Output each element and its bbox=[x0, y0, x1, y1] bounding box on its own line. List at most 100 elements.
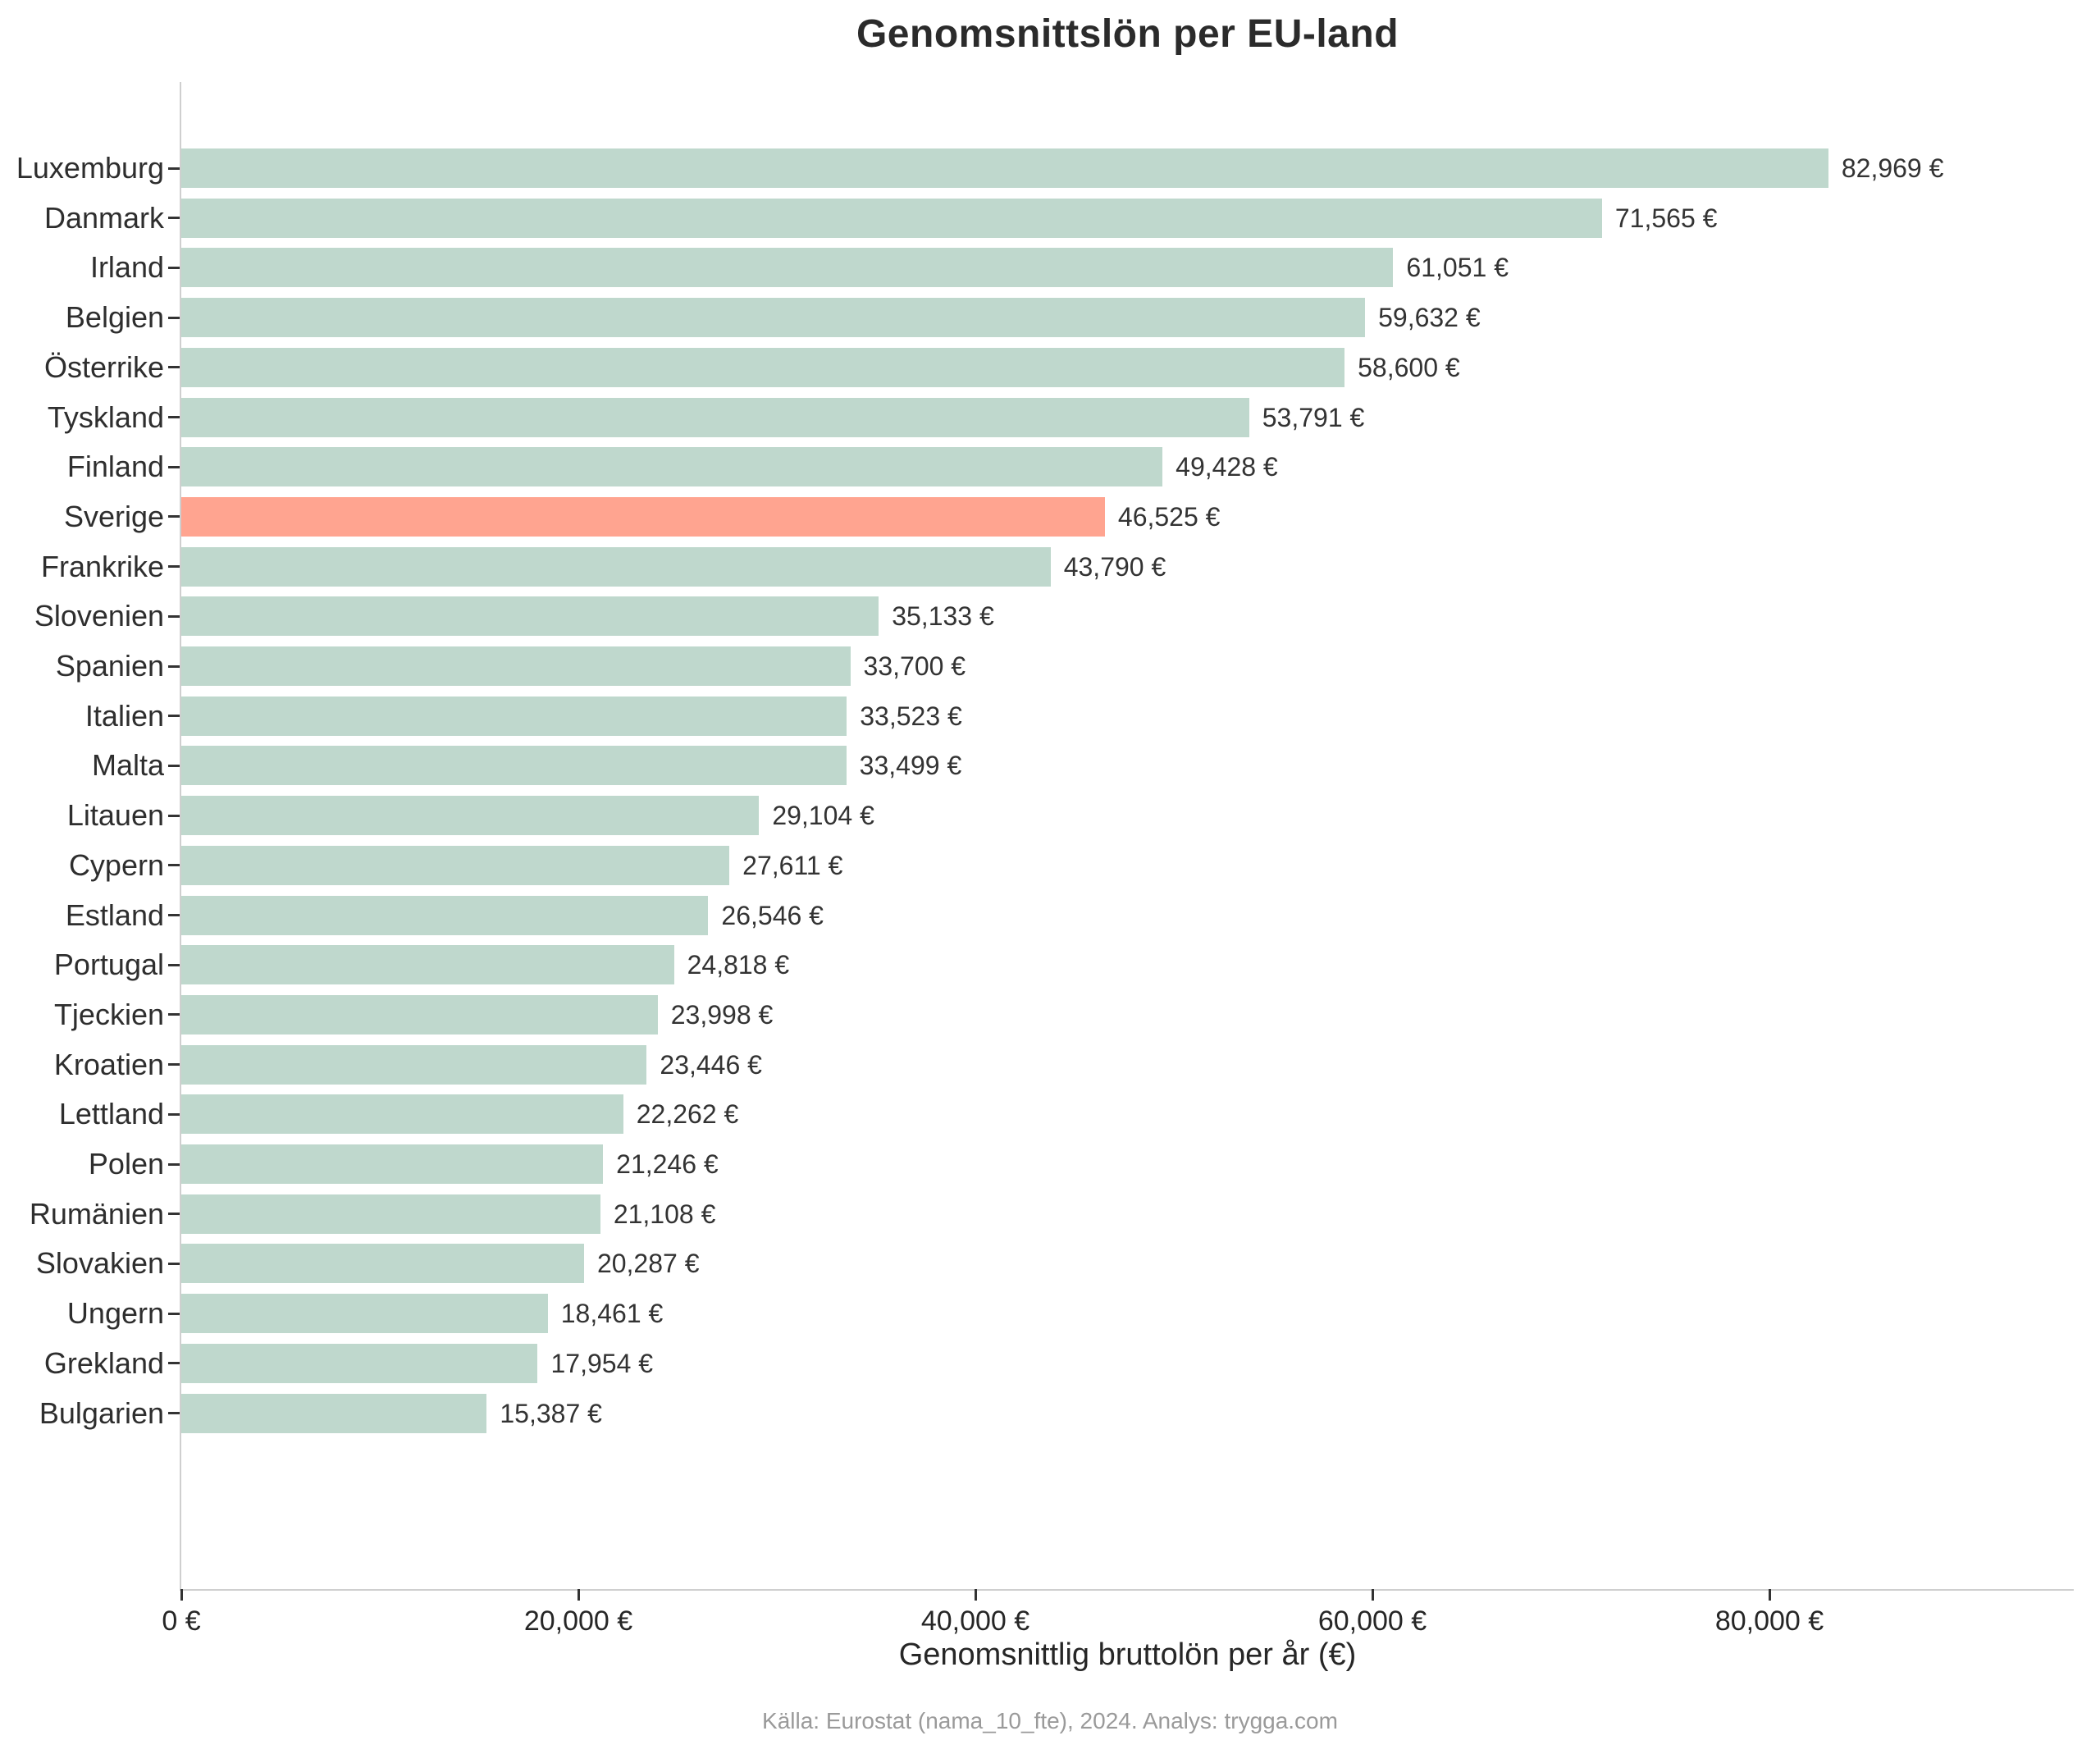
bar-value-label: 71,565 € bbox=[1614, 203, 1718, 233]
y-tick-label-danmark: Danmark bbox=[43, 200, 164, 235]
bar-value-label: 23,446 € bbox=[660, 1049, 762, 1080]
bar-irland bbox=[181, 248, 1394, 288]
bar-value-label: 21,108 € bbox=[613, 1199, 716, 1229]
bar-estland bbox=[181, 895, 709, 935]
y-tick-mark bbox=[168, 1162, 180, 1166]
bar-value-label: 33,523 € bbox=[860, 701, 962, 731]
bar-value-label: 27,611 € bbox=[742, 850, 843, 880]
bar-value-label: 17,954 € bbox=[550, 1348, 654, 1378]
y-tick-label-sverige: Sverige bbox=[63, 499, 164, 533]
bar-value-label: 35,133 € bbox=[892, 601, 994, 632]
bar-value-label: 53,791 € bbox=[1262, 402, 1365, 432]
bar-ungern bbox=[181, 1294, 548, 1334]
source-caption: Källa: Eurostat (nama_10_fte), 2024. Ana… bbox=[762, 1708, 1338, 1733]
y-tick-mark bbox=[168, 1362, 180, 1365]
y-tick-mark bbox=[168, 614, 180, 618]
y-tick-mark bbox=[168, 1262, 180, 1265]
bar-cypern bbox=[181, 845, 730, 885]
bar--sterrike bbox=[181, 347, 1345, 387]
bar-value-label: 49,428 € bbox=[1176, 452, 1278, 482]
bar-slovenien bbox=[181, 596, 879, 637]
x-tick-label: 0 € bbox=[162, 1605, 201, 1637]
bar-polen bbox=[181, 1144, 604, 1184]
bar-value-label: 22,262 € bbox=[636, 1099, 739, 1130]
y-tick-label-cypern: Cypern bbox=[68, 847, 164, 882]
y-tick-mark bbox=[168, 465, 180, 468]
y-tick-mark bbox=[168, 167, 180, 170]
y-tick-mark bbox=[168, 914, 180, 916]
y-tick-label-italien: Italien bbox=[84, 698, 164, 733]
bar-value-label: 46,525 € bbox=[1117, 501, 1221, 532]
bar-value-label: 20,287 € bbox=[596, 1249, 700, 1279]
x-axis-label: Genomsnittlig bruttolön per år (€) bbox=[898, 1637, 1357, 1672]
y-tick-mark bbox=[168, 1213, 180, 1216]
y-tick-mark bbox=[168, 366, 180, 369]
y-tick-label-finland: Finland bbox=[66, 450, 164, 484]
x-tick-mark bbox=[180, 1589, 183, 1601]
bar-slovakien bbox=[181, 1244, 584, 1284]
bar-belgien bbox=[181, 298, 1366, 338]
y-tick-mark bbox=[168, 416, 180, 418]
y-tick-label-grekland: Grekland bbox=[43, 1345, 164, 1380]
bar-litauen bbox=[181, 796, 760, 836]
bar-rum-nien bbox=[181, 1194, 600, 1234]
bar-value-label: 24,818 € bbox=[687, 950, 790, 980]
y-tick-label-irland: Irland bbox=[89, 250, 164, 285]
bar-value-label: 21,246 € bbox=[616, 1149, 719, 1179]
x-tick-label: 40,000 € bbox=[920, 1605, 1030, 1637]
y-tick-mark bbox=[168, 565, 180, 569]
x-axis-spine bbox=[180, 1589, 2074, 1591]
bar-tjeckien bbox=[181, 994, 658, 1035]
chart-title: Genomsnittslön per EU-land bbox=[856, 12, 1399, 56]
y-tick-label-malta: Malta bbox=[91, 748, 164, 783]
bar-value-label: 82,969 € bbox=[1841, 153, 1944, 183]
bar-kroatien bbox=[181, 1044, 647, 1085]
bar-value-label: 58,600 € bbox=[1358, 352, 1460, 382]
y-tick-mark bbox=[168, 814, 180, 817]
y-tick-label-tyskland: Tyskland bbox=[47, 400, 164, 434]
y-tick-mark bbox=[168, 217, 180, 220]
y-tick-label-bulgarien: Bulgarien bbox=[39, 1395, 164, 1430]
y-tick-label-slovenien: Slovenien bbox=[34, 599, 164, 633]
x-tick-mark bbox=[1371, 1589, 1374, 1601]
bar-value-label: 26,546 € bbox=[721, 900, 824, 930]
bar-sverige bbox=[181, 496, 1105, 537]
bar-value-label: 43,790 € bbox=[1063, 551, 1166, 582]
bar-bulgarien bbox=[181, 1393, 487, 1433]
bar-portugal bbox=[181, 945, 674, 985]
bar-grekland bbox=[181, 1343, 538, 1383]
y-tick-label-luxemburg: Luxemburg bbox=[16, 151, 164, 185]
y-tick-label-polen: Polen bbox=[88, 1147, 164, 1181]
x-tick-mark bbox=[577, 1589, 580, 1601]
bar-danmark bbox=[181, 198, 1602, 238]
y-tick-mark bbox=[168, 1412, 180, 1414]
y-tick-mark bbox=[168, 1112, 180, 1116]
y-tick-mark bbox=[168, 864, 180, 867]
bar-value-label: 59,632 € bbox=[1378, 303, 1481, 333]
y-tick-label-portugal: Portugal bbox=[53, 948, 164, 982]
y-tick-mark bbox=[168, 1063, 180, 1066]
bar-finland bbox=[181, 447, 1163, 487]
y-tick-label-lettland: Lettland bbox=[58, 1097, 164, 1131]
bar-value-label: 29,104 € bbox=[772, 801, 874, 831]
bar-malta bbox=[181, 746, 847, 786]
y-tick-mark bbox=[168, 266, 180, 269]
y-tick-label-slovakien: Slovakien bbox=[35, 1246, 164, 1281]
bar-value-label: 18,461 € bbox=[560, 1299, 664, 1329]
y-tick-label--sterrike: Österrike bbox=[43, 349, 164, 384]
y-tick-mark bbox=[168, 665, 180, 668]
plot-area: 82,969 € 71,565 € 61,051 € 59,632 € 58,600 €… bbox=[162, 82, 2074, 1637]
y-tick-mark bbox=[168, 1013, 180, 1016]
y-tick-mark bbox=[168, 316, 180, 319]
y-tick-label-frankrike: Frankrike bbox=[40, 549, 164, 583]
y-tick-label-estland: Estland bbox=[65, 897, 164, 932]
bar-tyskland bbox=[181, 397, 1249, 437]
bar-frankrike bbox=[181, 546, 1051, 587]
y-tick-mark bbox=[168, 764, 180, 767]
y-tick-label-litauen: Litauen bbox=[66, 798, 164, 833]
x-tick-mark bbox=[974, 1589, 977, 1601]
y-axis-labels: Luxemburg Danmark Irland Belgien Österrike Ty… bbox=[0, 82, 164, 1589]
y-tick-label-belgien: Belgien bbox=[65, 300, 164, 335]
x-tick-mark bbox=[1768, 1589, 1771, 1601]
